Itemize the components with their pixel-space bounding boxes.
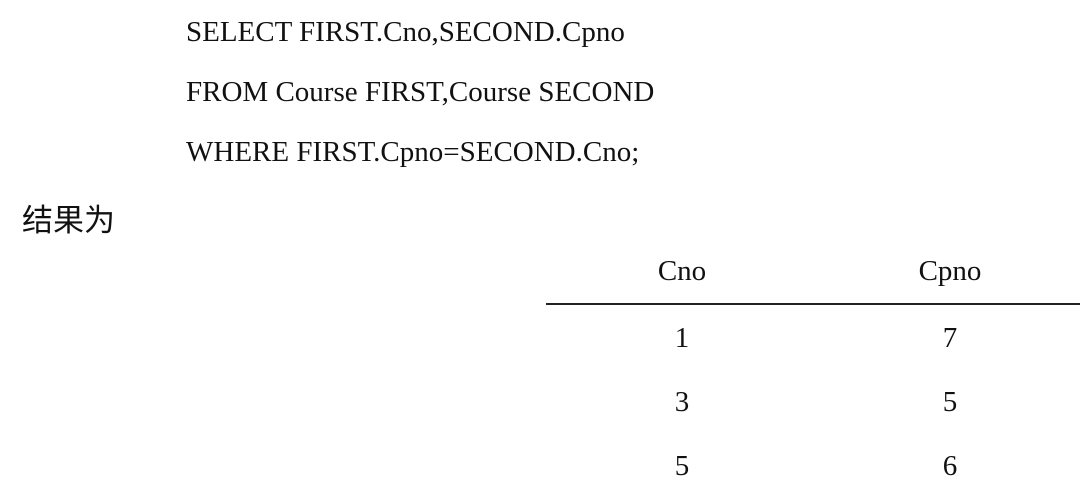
table-cell: 5	[674, 450, 690, 482]
header-rule	[546, 303, 1080, 305]
column-header: Cpno	[918, 255, 982, 287]
table-cell: 7	[942, 322, 958, 354]
table-cell: 5	[942, 386, 958, 418]
table-cell: 1	[674, 322, 690, 354]
sql-line: WHERE FIRST.Cpno=SECOND.Cno;	[186, 136, 640, 168]
sql-line: FROM Course FIRST,Course SECOND	[186, 76, 655, 108]
column-header: Cno	[657, 255, 707, 287]
table-cell: 6	[942, 450, 958, 482]
sql-line: SELECT FIRST.Cno,SECOND.Cpno	[186, 16, 625, 48]
table-cell: 3	[674, 386, 690, 418]
result-label: 结果为	[22, 203, 115, 239]
